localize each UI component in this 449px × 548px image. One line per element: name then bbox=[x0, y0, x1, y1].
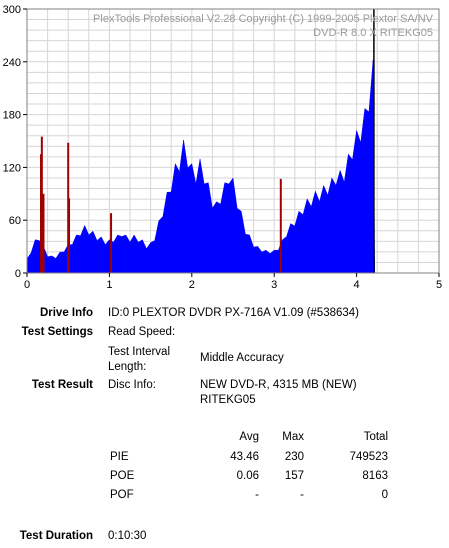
results-row-pie-avg: 43.46 bbox=[230, 451, 259, 463]
results-header-max: Max bbox=[282, 431, 304, 443]
results-row-pof-max: - bbox=[300, 489, 304, 501]
x-tick-label-5: 5 bbox=[436, 279, 442, 291]
drive-info-value: ID:0 PLEXTOR DVDR PX-716A V1.09 (#538634… bbox=[108, 307, 360, 319]
test-interval-value: Middle Accuracy bbox=[200, 352, 284, 364]
test-result-label: Test Result bbox=[31, 379, 93, 391]
test-duration-label: Test Duration bbox=[19, 530, 93, 542]
chart-plot bbox=[26, 9, 375, 274]
y-tick-label-3: 180 bbox=[3, 110, 21, 122]
results-row-pof-avg: - bbox=[255, 489, 259, 501]
y-tick-label-2: 120 bbox=[3, 162, 21, 174]
results-row-poe-max: 157 bbox=[284, 470, 304, 482]
results-header-avg: Avg bbox=[239, 431, 259, 443]
chart-header-line-1: PlexTools Professional V2.28 Copyright (… bbox=[93, 13, 434, 25]
results-row-pof-total: 0 bbox=[381, 489, 388, 501]
drive-info-label: Drive Info bbox=[39, 307, 93, 319]
chart-frame bbox=[26, 8, 440, 274]
plot-border bbox=[26, 8, 440, 274]
x-tick-label-2: 2 bbox=[189, 279, 195, 291]
results-row-pie-name: PIE bbox=[110, 451, 129, 463]
results-row-poe-name: POE bbox=[110, 470, 135, 482]
y-tick-label-4: 240 bbox=[3, 57, 21, 69]
results-header-total: Total bbox=[363, 431, 388, 443]
results-row-pie-max: 230 bbox=[284, 451, 304, 463]
test-interval-label-line-1: Test Interval bbox=[108, 346, 170, 358]
test-settings-label: Test Settings bbox=[21, 326, 93, 338]
results-row-poe-avg: 0.06 bbox=[236, 470, 259, 482]
results-row-pof-name: POF bbox=[110, 489, 134, 501]
y-tick-label-0: 0 bbox=[15, 268, 21, 280]
chart-header-line-2: DVD-R 8.0 X RITEKG05 bbox=[313, 27, 433, 39]
series-area-0 bbox=[26, 60, 375, 274]
results-row-pie-total: 749523 bbox=[349, 451, 388, 463]
x-tick-label-0: 0 bbox=[24, 279, 30, 291]
x-tick-label-3: 3 bbox=[271, 279, 277, 291]
test-interval-label-line-2: Length: bbox=[108, 361, 147, 373]
disc-info-value-line-2: RITEKG05 bbox=[200, 394, 256, 406]
read-speed-label: Read Speed: bbox=[108, 326, 176, 338]
chart-ticks: 0 1 2 3 4 5 0 60 120 180 240 300 bbox=[3, 4, 442, 291]
disc-info-label: Disc Info: bbox=[108, 379, 156, 391]
disc-info-value-line-1: NEW DVD-R, 4315 MB (NEW) bbox=[200, 379, 357, 391]
x-tick-label-4: 4 bbox=[354, 279, 360, 291]
results-row-poe-total: 8163 bbox=[362, 470, 388, 482]
pie-chart: 0 1 2 3 4 5 0 60 120 180 240 300 PlexTools Professi… bbox=[3, 4, 442, 291]
y-tick-label-1: 60 bbox=[9, 215, 21, 227]
test-duration-value: 0:10:30 bbox=[108, 530, 147, 542]
x-tick-label-1: 1 bbox=[106, 279, 112, 291]
y-tick-label-5: 300 bbox=[3, 4, 21, 16]
